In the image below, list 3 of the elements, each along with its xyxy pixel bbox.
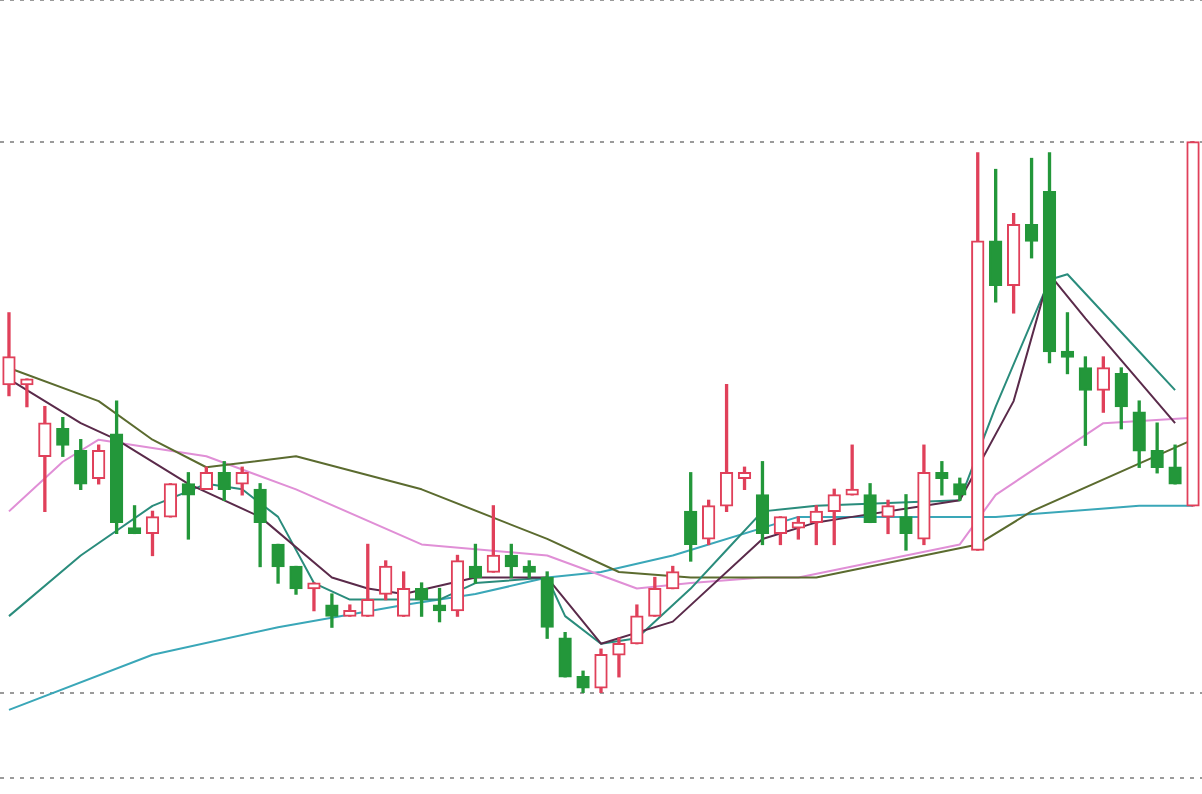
- candlestick: [307, 582, 321, 612]
- candlestick: [935, 461, 949, 496]
- candlestick: [20, 378, 34, 408]
